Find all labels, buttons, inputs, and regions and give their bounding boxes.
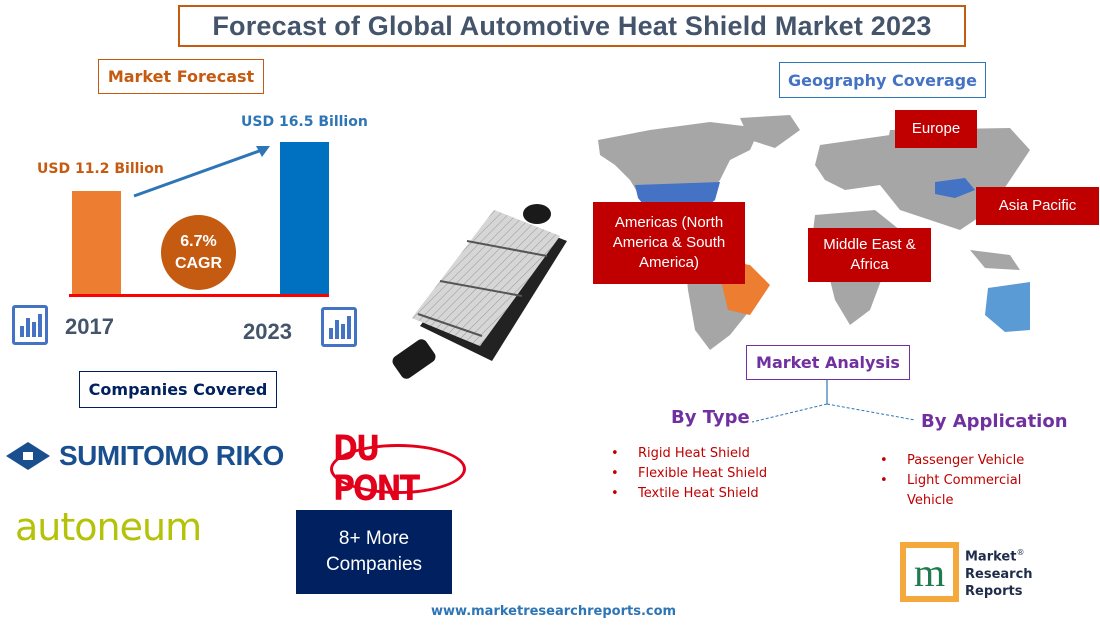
geography-coverage-heading: Geography Coverage xyxy=(788,70,977,90)
value-label-2017: USD 11.2 Billion xyxy=(37,161,164,177)
by-application-heading: By Application xyxy=(921,411,1068,432)
analysis-connector-lines xyxy=(751,380,916,423)
list-item: • Rigid Heat Shield xyxy=(611,446,750,461)
market-forecast-heading: Market Forecast xyxy=(107,67,255,86)
region-europe: Europe xyxy=(895,110,977,148)
sumitomo-diamond-icon xyxy=(6,442,50,470)
year-2023: 2023 xyxy=(243,319,292,344)
bar-2017 xyxy=(72,191,121,296)
dupont-logo: DU PONT xyxy=(330,429,466,509)
page-title-box: Forecast of Global Automotive Heat Shiel… xyxy=(178,5,966,47)
region-americas: Americas (North America & South America) xyxy=(593,202,745,284)
chart-baseline xyxy=(69,294,329,297)
value-label-2023: USD 16.5 Billion xyxy=(241,114,368,130)
bar-chart-icon xyxy=(321,307,357,347)
companies-covered-heading-box: Companies Covered xyxy=(79,371,277,408)
list-item: • Textile Heat Shield xyxy=(611,486,759,501)
more-companies-line2: Companies xyxy=(325,554,423,575)
region-asia-pacific: Asia Pacific xyxy=(976,187,1099,225)
geography-coverage-heading-box: Geography Coverage xyxy=(779,62,986,98)
by-type-heading: By Type xyxy=(671,407,750,428)
dupont-text: DU PONT xyxy=(333,428,420,510)
market-analysis-heading: Market Analysis xyxy=(756,353,900,372)
by-type-list: • Rigid Heat Shield • Flexible Heat Shield… xyxy=(611,444,767,504)
region-middle-east-africa: Middle East & Africa xyxy=(808,228,931,282)
market-forecast-heading-box: Market Forecast xyxy=(98,59,264,94)
sumitomo-riko-logo: SUMITOMO RIKO xyxy=(5,440,284,472)
market-analysis-heading-box: Market Analysis xyxy=(746,345,910,380)
autoneum-text: autoneum xyxy=(15,505,202,549)
bar-chart-icon xyxy=(12,305,48,345)
page-title: Forecast of Global Automotive Heat Shiel… xyxy=(212,10,932,41)
bar-2023 xyxy=(280,142,329,296)
list-item: • Passenger Vehicle xyxy=(880,453,1025,468)
growth-arrow-icon xyxy=(133,146,270,198)
more-companies-line1: 8+ More xyxy=(338,528,410,549)
by-application-list: • Passenger Vehicle • Light Commercial Veh… xyxy=(880,451,1060,511)
cagr-badge: 6.7% CAGR xyxy=(161,215,236,290)
sumitomo-riko-text: SUMITOMO RIKO xyxy=(59,440,284,471)
mrr-m-icon: m xyxy=(900,542,959,602)
website-link[interactable]: www.marketresearchreports.com xyxy=(431,604,677,619)
more-companies-box: 8+ More Companies xyxy=(296,510,452,594)
year-2017: 2017 xyxy=(65,314,114,339)
heat-shield-product-image xyxy=(392,204,567,379)
list-item: • Flexible Heat Shield xyxy=(611,466,768,481)
autoneum-logo: autoneum xyxy=(15,505,202,549)
cagr-label: CAGR xyxy=(174,254,223,272)
market-research-reports-logo: m Market® Research Reports xyxy=(900,542,1033,602)
list-item: • Light Commercial Vehicle xyxy=(880,473,1022,508)
companies-covered-heading: Companies Covered xyxy=(88,380,268,399)
cagr-value: 6.7% xyxy=(180,232,217,250)
